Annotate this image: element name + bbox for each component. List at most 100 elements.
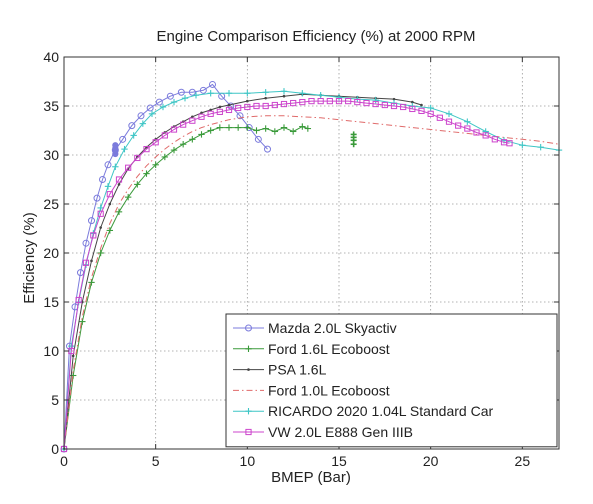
data-point — [88, 279, 95, 286]
data-point — [108, 202, 112, 206]
data-point — [289, 128, 297, 135]
data-point — [227, 103, 231, 107]
data-point — [427, 110, 434, 117]
data-point — [491, 136, 498, 143]
data-point — [482, 132, 489, 139]
data-point — [161, 132, 168, 139]
data-point — [411, 100, 414, 104]
data-point — [299, 123, 306, 130]
legend-item: Ford 1.0L Ecoboost — [233, 382, 390, 398]
data-point — [170, 126, 178, 133]
data-point — [537, 143, 544, 151]
data-point — [209, 80, 216, 88]
data-point — [170, 98, 178, 106]
legend-label: Mazda 2.0L Skyactiv — [268, 320, 397, 336]
data-point — [409, 105, 416, 113]
data-point — [245, 408, 252, 415]
data-point — [207, 110, 214, 117]
data-point — [264, 96, 267, 100]
legend-label: VW 2.0L E888 Gen IIIB — [268, 424, 413, 440]
data-point — [436, 114, 443, 121]
legend-box — [225, 313, 558, 448]
data-point — [166, 92, 174, 100]
data-point — [146, 104, 154, 112]
data-point — [93, 194, 101, 202]
data-point — [245, 428, 252, 436]
data-point — [137, 112, 145, 120]
data-point — [464, 125, 471, 132]
y-tick-label: 35 — [43, 98, 59, 114]
data-point — [445, 118, 453, 125]
series-4 — [60, 88, 563, 453]
data-point — [299, 90, 306, 97]
data-point — [482, 128, 489, 135]
data-point — [124, 193, 132, 201]
data-point — [207, 127, 214, 134]
data-point — [181, 94, 189, 102]
series-line — [63, 93, 422, 450]
data-point — [71, 354, 75, 358]
data-point — [455, 122, 462, 129]
data-point — [427, 104, 434, 112]
data-point — [464, 118, 471, 125]
axis-ticks: 0 5 10 15 20 25 0 5 10 15 20 25 30 35 40 — [43, 49, 559, 469]
data-point — [125, 164, 132, 171]
data-point — [97, 210, 104, 217]
data-point — [104, 161, 112, 169]
data-point — [170, 146, 178, 154]
data-point — [179, 141, 187, 148]
legend-label: PSA 1.6L — [268, 362, 327, 378]
data-point — [148, 110, 156, 118]
data-point — [198, 113, 205, 120]
legend-item: Ford 1.6L Ecoboost — [233, 341, 390, 357]
x-axis-label: BMEP (Bar) — [271, 469, 351, 486]
extra-points — [350, 131, 357, 148]
data-point — [139, 120, 147, 127]
data-point — [77, 269, 84, 277]
data-point — [189, 136, 196, 143]
data-point — [280, 88, 288, 95]
y-tick-label: 25 — [43, 196, 59, 212]
data-point — [112, 163, 119, 170]
data-point — [519, 142, 526, 149]
data-point — [235, 104, 242, 112]
data-point — [106, 227, 114, 234]
data-point — [216, 108, 223, 115]
data-point — [216, 124, 224, 131]
data-point — [192, 92, 200, 99]
data-point — [143, 170, 150, 177]
data-point — [88, 217, 95, 225]
legend-label: Ford 1.6L Ecoboost — [268, 341, 390, 357]
legend-item: PSA 1.6L — [233, 362, 327, 378]
series-line — [63, 115, 560, 450]
data-point — [372, 96, 379, 104]
x-tick-label: 10 — [240, 453, 256, 469]
data-point — [188, 88, 196, 96]
data-point — [317, 92, 324, 99]
series-5 — [60, 98, 513, 453]
data-point — [119, 135, 127, 143]
data-point — [90, 232, 97, 239]
data-point — [134, 154, 141, 162]
data-point — [236, 112, 244, 120]
data-point — [198, 131, 205, 138]
data-point — [392, 97, 396, 101]
data-point — [299, 98, 306, 106]
data-point — [130, 132, 137, 139]
data-point — [247, 368, 250, 371]
legend-item: Mazda 2.0L Skyactiv — [233, 320, 397, 336]
data-point — [180, 121, 187, 128]
x-tick-label: 20 — [423, 453, 439, 469]
legend: Mazda 2.0L Skyactiv Ford 1.6L Ecoboost PSA… — [225, 313, 558, 448]
data-point — [335, 98, 343, 105]
x-tick-label: 5 — [152, 453, 160, 469]
data-point — [82, 239, 90, 247]
data-point — [99, 226, 102, 229]
data-point — [244, 90, 251, 97]
data-point — [82, 259, 90, 266]
data-point — [155, 98, 163, 106]
data-point — [209, 108, 212, 112]
data-point — [227, 102, 235, 110]
y-tick-label: 30 — [43, 147, 59, 163]
data-point — [152, 139, 159, 146]
